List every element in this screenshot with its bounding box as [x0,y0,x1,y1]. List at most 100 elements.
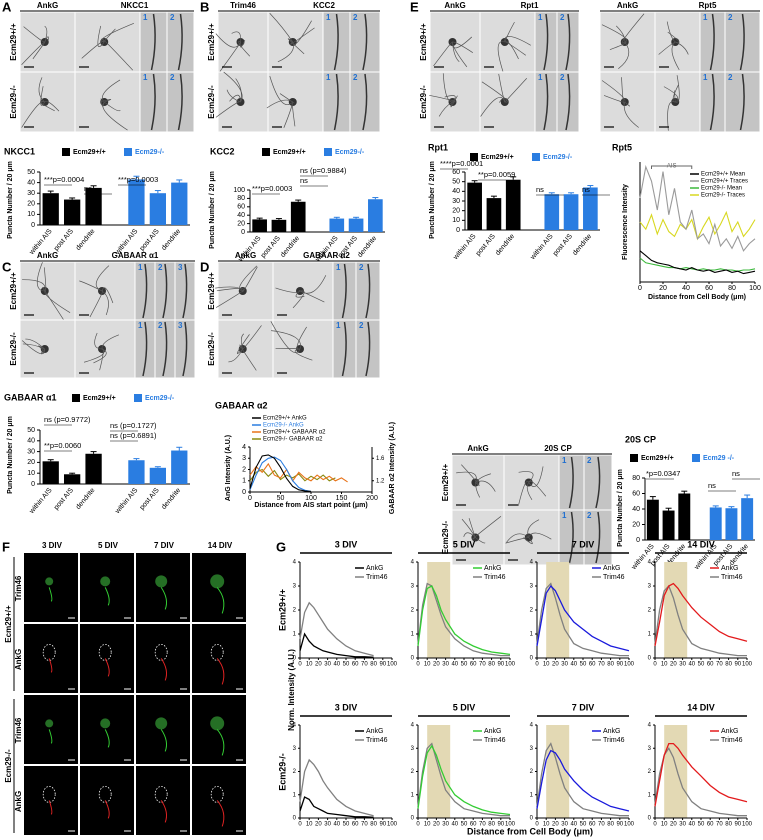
x-tick-label: 70 [716,662,723,668]
y-tick-label: 4 [530,560,534,566]
series-line [249,456,312,492]
neurite-strip [142,263,148,319]
y2-axis-label: GABAAR α2 Intensity (A.U.) [389,422,396,514]
inset-number: 2 [359,263,364,272]
neurite [463,532,476,538]
ais-region [427,562,451,658]
x-tick-label: 0 [298,662,302,668]
neurite-strip [150,13,156,71]
image-header: GABAAR α2 [303,251,350,260]
neurite [452,41,474,53]
y2-tick-label: 1.6 [376,456,385,462]
x-tick-label: 100 [387,662,398,668]
y-tick-label: 50 [452,179,460,186]
neurite [22,343,45,350]
y-tick-label: 0 [648,816,652,822]
soma-outline [98,644,112,661]
y-axis-label: Puncta Number / 20 μm [429,161,436,239]
series-line [417,585,511,656]
micrograph [80,766,134,835]
neurite [226,89,241,103]
x-tick-label: post AIS [139,228,161,253]
legend-label: AnkG [603,728,621,735]
legend-label: AnkG [603,565,621,572]
y-tick-label: 40 [27,438,35,445]
column-label: 3 DIV [42,541,63,550]
ais-bracket [651,165,693,169]
x-tick-label: 40 [682,285,690,292]
significance: ns [84,184,92,193]
x-tick-label: within AIS [114,487,140,516]
axon [160,658,168,681]
y-tick-label: 1 [242,478,246,485]
row-label: Ecm29+/+ [207,23,216,61]
series-line [654,582,748,647]
legend-label: AnkG [484,565,502,572]
row-label: Ecm29+/+ [9,272,18,310]
inset-number: 3 [178,263,183,272]
x-tick-label: dendrite [357,235,379,259]
x-tick-label: 10 [543,822,550,828]
legend-label: Ecm29-/- AnkG [263,423,304,429]
x-axis-label: Distance from Cell Body (μm) [648,294,746,301]
x-tick-label: 90 [379,662,386,668]
legend-label: Ecm29+/+ GABAAR α2 [263,430,326,436]
x-tick-label: 40 [333,662,340,668]
image-header: AnkG [444,1,465,10]
ais-region [664,562,688,658]
x-tick-label: dendrite [572,233,594,257]
x-tick-label: 90 [379,822,386,828]
y-tick-label: 3 [293,584,297,590]
series-line [536,742,629,817]
series-line [639,250,756,275]
x-tick-label: dendrite [495,233,517,257]
y-tick-label: 20 [452,208,460,215]
image-header: Rpt5 [699,1,717,10]
neurite [215,290,243,308]
bar [64,199,81,225]
neurite-strip [365,263,371,319]
x-tick-label: 30 [679,822,686,828]
neurite-strip [341,263,347,319]
x-tick-label: 20 [552,662,559,668]
x-tick-label: 60 [352,822,359,828]
neurite-strip [565,73,571,131]
micrograph [136,695,190,764]
x-tick-label: 80 [725,662,732,668]
legend-label: AnkG [366,728,384,735]
bar [563,194,579,230]
neurite-strip [739,73,745,131]
axon [216,658,225,685]
y-tick-label: 0 [636,537,640,544]
x-tick-label: post AIS [53,228,75,253]
neurite [21,340,46,355]
neurite-strip [595,456,601,509]
row-label: Ecm29-/- [419,85,428,119]
neurite [79,280,103,292]
legend-label: Ecm29-/- [335,149,365,156]
x-tick-label: 60 [707,662,714,668]
x-tick-label: 40 [451,662,458,668]
series-line [299,601,374,657]
column-label: 7 DIV [154,541,175,550]
neurite [672,84,679,103]
y-axis-label: Puncta Number / 20 μm [617,469,624,547]
legend-label: Ecm29-/- GABAAR α2 [263,437,323,443]
image-header: AnkG [235,251,256,260]
y-tick-label: 10 [452,217,460,224]
row-label: Ecm29-/- [9,332,18,366]
y-tick-label: 0 [530,816,534,822]
inset-number: 2 [728,73,733,82]
inset-number: 2 [728,13,733,22]
y-tick-label: 80 [237,195,245,202]
x-tick-label: 0 [298,822,302,828]
neurite [266,99,293,109]
neurite-strip [739,13,745,71]
x-tick-label: 10 [543,662,550,668]
neurite [518,481,530,506]
neurite-strip [543,13,549,71]
series-line [654,742,748,807]
neurite [97,25,105,47]
y-tick-label: 1 [648,792,652,798]
